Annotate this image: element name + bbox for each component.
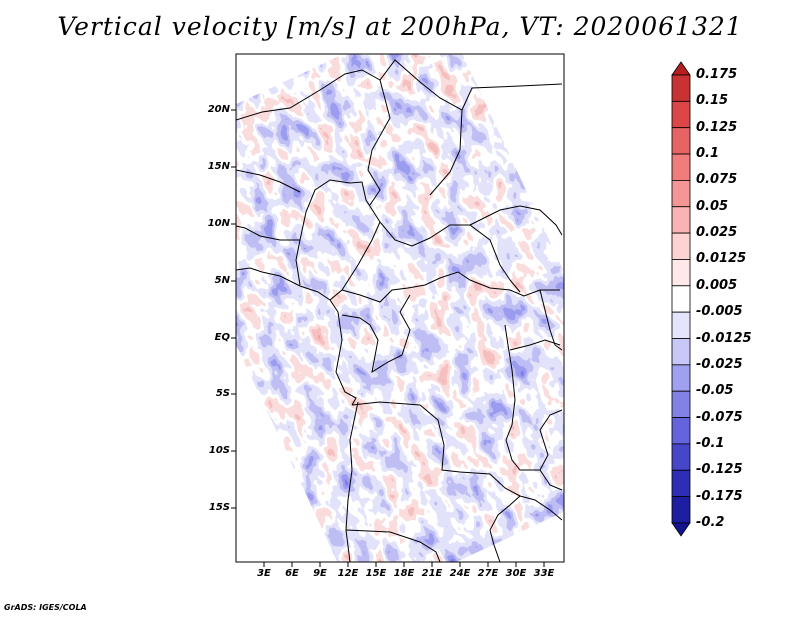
colorbar-label: -0.2 [696, 514, 725, 530]
colorbar-swatch [671, 469, 691, 498]
lon-label: 24E [449, 568, 471, 579]
lon-label: 33E [533, 568, 555, 579]
lat-label: 5N [214, 275, 230, 286]
colorbar-top-arrow [671, 61, 691, 76]
lat-label: 5S [215, 388, 230, 399]
colorbar-label: 0.175 [696, 67, 738, 82]
colorbar-label: -0.025 [696, 356, 743, 372]
colorbar-swatch [671, 206, 691, 234]
colorbar-label: 0.025 [696, 225, 738, 241]
colorbar-label: -0.1 [696, 435, 725, 451]
colorbar-label: -0.125 [696, 462, 743, 478]
lat-label: 10S [208, 445, 230, 456]
colorbar-label: 0.15 [696, 93, 729, 109]
lon-label: 12E [337, 568, 359, 579]
colorbar-swatch [671, 74, 691, 102]
colorbar-swatch [671, 259, 691, 287]
colorbar-label: -0.0125 [696, 330, 752, 346]
lat-label: 15N [207, 161, 230, 172]
longitude-ticks [263, 562, 545, 567]
colorbar-label: 0.075 [696, 172, 738, 188]
colorbar-swatch [671, 390, 691, 418]
colorbar-swatch [671, 364, 691, 392]
map-frame [235, 53, 565, 563]
lat-label: 20N [207, 104, 230, 115]
colorbar-label: -0.175 [696, 488, 743, 504]
colorbar-label: 0.125 [696, 119, 738, 135]
colorbar [671, 61, 691, 537]
colorbar-label: 0.1 [696, 146, 720, 162]
lon-label: 6E [285, 568, 299, 579]
colorbar-label: -0.005 [696, 304, 743, 320]
chart-title: Vertical velocity [m/s] at 200hPa, VT: 2… [57, 12, 743, 41]
lon-label: 18E [393, 568, 415, 579]
lat-label: 10N [207, 218, 230, 229]
colorbar-swatch [671, 100, 691, 129]
colorbar-swatch [671, 311, 691, 339]
colorbar-swatch [671, 443, 691, 471]
lon-label: 3E [257, 568, 271, 579]
country-borders [236, 59, 563, 562]
colorbar-swatch [671, 153, 691, 181]
credit-text: GrADS: IGES/COLA [4, 603, 87, 612]
velocity-field [236, 54, 564, 562]
colorbar-swatch [671, 232, 691, 260]
colorbar-swatch [671, 496, 691, 524]
colorbar-swatch [671, 179, 691, 208]
lat-label: 15S [208, 502, 230, 513]
colorbar-label: 0.05 [696, 198, 729, 214]
lon-label: 9E [313, 568, 327, 579]
colorbar-swatch [671, 127, 691, 155]
colorbar-swatch [671, 338, 691, 366]
colorbar-swatch [671, 417, 691, 445]
lon-label: 30E [505, 568, 527, 579]
colorbar-label: -0.075 [696, 409, 743, 425]
lat-label: EQ [214, 332, 230, 343]
lon-label: 21E [421, 568, 443, 579]
colorbar-label: -0.05 [696, 383, 734, 399]
colorbar-bottom-arrow [671, 522, 691, 537]
colorbar-label: 0.005 [696, 277, 738, 293]
latitude-ticks [231, 109, 236, 509]
lon-label: 27E [477, 568, 499, 579]
colorbar-label: 0.0125 [696, 251, 747, 267]
colorbar-swatch [671, 285, 691, 313]
lon-label: 15E [365, 568, 387, 579]
